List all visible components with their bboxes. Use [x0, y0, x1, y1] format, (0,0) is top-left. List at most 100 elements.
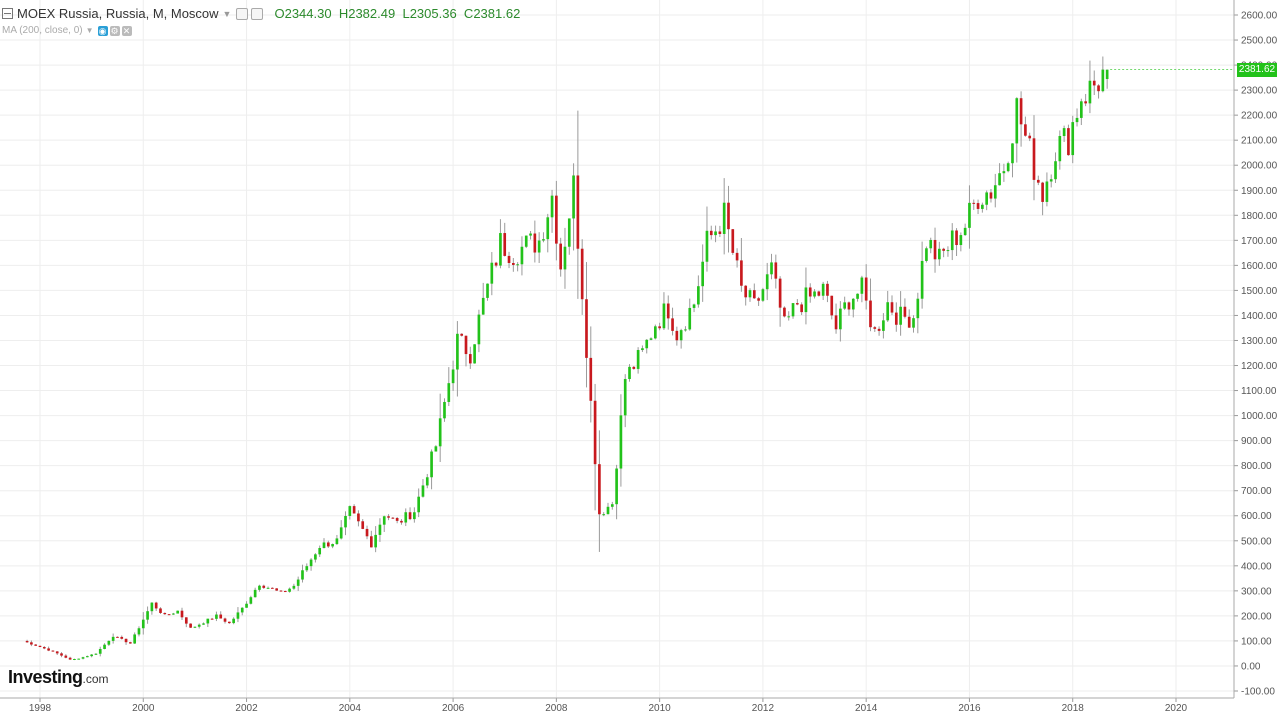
- visibility-icon[interactable]: [251, 7, 264, 20]
- y-tick-label: 1100.00: [1241, 386, 1277, 397]
- candle-body: [258, 585, 261, 590]
- candle-body: [1049, 179, 1053, 182]
- candle-body: [740, 260, 743, 286]
- candle-body: [94, 653, 98, 655]
- candle-body: [227, 621, 231, 624]
- candle-body: [382, 516, 386, 525]
- candle-body: [813, 291, 816, 297]
- candle-body: [516, 264, 519, 266]
- x-tick-label: 2018: [1062, 703, 1085, 714]
- candle-body: [697, 286, 700, 305]
- candle-body: [146, 611, 149, 620]
- brand-name: Investing: [8, 667, 83, 687]
- chevron-down-icon[interactable]: ▼: [85, 26, 94, 35]
- candle-body: [202, 623, 205, 625]
- candle-body: [546, 217, 550, 240]
- candle-body: [972, 202, 976, 204]
- candle-body: [1058, 136, 1062, 162]
- candle-body: [163, 612, 167, 615]
- y-tick-label: 2200.00: [1241, 111, 1278, 122]
- candle-body: [873, 327, 877, 329]
- candle-body: [666, 303, 670, 319]
- grid-lines: [0, 0, 1234, 698]
- indicator-legend: MA (200, close, 0) ▼ ◉ ⚙ ✕: [2, 25, 134, 36]
- candle-body: [417, 496, 421, 513]
- candle-body: [675, 330, 679, 341]
- candle-body: [998, 173, 1001, 186]
- y-tick-label: 1300.00: [1241, 336, 1278, 347]
- candle-body: [98, 648, 102, 654]
- candle-body: [1011, 143, 1014, 164]
- candle-body: [507, 255, 511, 263]
- candle-body: [1071, 122, 1075, 156]
- x-tick-label: 2012: [752, 703, 775, 714]
- candle-body: [632, 366, 636, 369]
- settings-icon[interactable]: [236, 7, 249, 20]
- y-tick-label: 1900.00: [1241, 186, 1278, 197]
- candle-body: [542, 239, 545, 241]
- gear-icon[interactable]: ⚙: [109, 25, 120, 36]
- candle-body: [572, 175, 575, 219]
- y-tick-label: 2600.00: [1241, 11, 1278, 22]
- candle-body: [34, 644, 38, 646]
- candle-body: [976, 203, 980, 209]
- chevron-down-icon[interactable]: ▼: [222, 8, 232, 19]
- candle-body: [305, 566, 309, 571]
- candle-body: [133, 634, 137, 644]
- candle-body: [468, 354, 472, 364]
- candle-body: [877, 328, 881, 331]
- candle-body: [899, 306, 902, 325]
- candle-body: [1024, 124, 1027, 136]
- candle-body: [839, 308, 842, 330]
- candle-body: [159, 608, 162, 613]
- close-icon[interactable]: ✕: [121, 25, 132, 36]
- ohlc-readout: O2344.30 H2382.49 L2305.36 C2381.62: [274, 6, 520, 21]
- candle-body: [959, 235, 963, 246]
- candle-body: [150, 602, 154, 612]
- candle-body: [369, 536, 373, 548]
- candle-body: [1006, 163, 1010, 172]
- candle-body: [748, 290, 752, 298]
- candle-body: [981, 204, 984, 209]
- x-tick-label: 2016: [958, 703, 981, 714]
- y-tick-label: 500.00: [1241, 536, 1272, 547]
- x-tick-label: 2008: [545, 703, 568, 714]
- candle-body: [184, 617, 188, 624]
- candle-body: [421, 485, 425, 497]
- candle-body: [266, 587, 270, 589]
- candle-body: [1054, 161, 1057, 180]
- open-value: 2344.30: [284, 6, 332, 21]
- candle-body: [180, 610, 184, 618]
- candle-body: [1092, 80, 1096, 86]
- candle-body: [236, 612, 240, 619]
- candle-body: [511, 262, 515, 265]
- y-tick-label: 2500.00: [1241, 36, 1278, 47]
- candle-body: [886, 302, 890, 321]
- candle-body: [585, 299, 588, 358]
- candle-body: [456, 333, 459, 370]
- collapse-icon[interactable]: [2, 8, 13, 19]
- candle-body: [309, 559, 313, 567]
- y-tick-label: 0.00: [1241, 661, 1261, 672]
- candle-body: [223, 618, 227, 622]
- candle-body: [641, 348, 644, 351]
- candle-body: [283, 591, 287, 593]
- candle-body: [107, 640, 111, 645]
- candle-body: [176, 610, 180, 614]
- y-tick-label: 2300.00: [1241, 86, 1278, 97]
- x-tick-label: 2000: [132, 703, 155, 714]
- y-tick-label: 1500.00: [1241, 286, 1278, 297]
- candle-body: [1036, 179, 1040, 183]
- high-label: H: [338, 6, 349, 21]
- candle-body: [774, 262, 778, 279]
- candle-body: [864, 277, 868, 301]
- y-tick-label: 600.00: [1241, 511, 1272, 522]
- candle-body: [882, 320, 885, 331]
- candle-body: [615, 468, 618, 505]
- y-tick-label: 1800.00: [1241, 211, 1278, 222]
- candle-body: [279, 590, 283, 592]
- candle-body: [339, 527, 343, 539]
- candle-body: [292, 585, 296, 589]
- eye-icon[interactable]: ◉: [97, 25, 108, 36]
